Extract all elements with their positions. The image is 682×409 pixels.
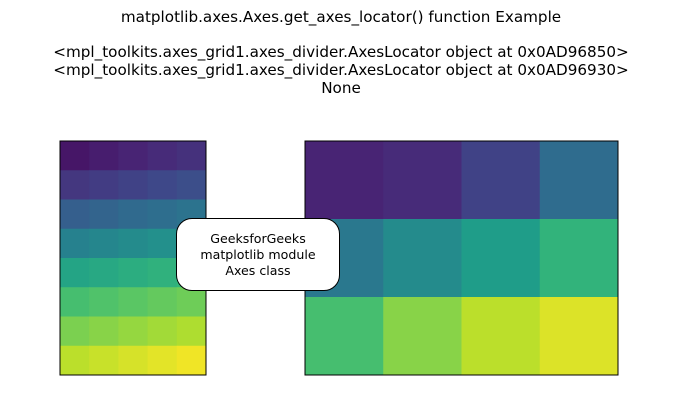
heatmap-left-cell-r4-c1 (89, 258, 119, 288)
title-line-1: matplotlib.axes.Axes.get_axes_locator() … (120, 8, 562, 26)
heatmap-left-cell-r7-c3 (147, 345, 178, 375)
heatmap-left-cell-r6-c2 (118, 316, 149, 347)
heatmap-left-cell-r2-c2 (118, 199, 149, 230)
heatmap-left-cell-r1-c0 (60, 170, 90, 201)
heatmap-left-cell-r3-c2 (118, 228, 149, 259)
heatmap-left-cell-r0-c4 (176, 141, 206, 171)
heatmap-left-cell-r6-c1 (89, 316, 119, 347)
heatmap-right-cell-r2-c1 (383, 297, 463, 375)
figure-title: matplotlib.axes.Axes.get_axes_locator() … (0, 8, 682, 97)
heatmap-left-cell-r7-c1 (89, 345, 119, 375)
heatmap-left-cell-r3-c3 (147, 228, 178, 259)
heatmap-left-cell-r2-c0 (60, 199, 90, 230)
heatmap-left-cell-r7-c4 (176, 345, 206, 375)
heatmap-left-cell-r4-c0 (60, 258, 90, 288)
heatmap-left-cell-r7-c2 (118, 345, 149, 375)
heatmap-right-cell-r2-c3 (539, 297, 618, 375)
heatmap-left-cell-r0-c1 (89, 141, 119, 171)
heatmap-right-cell-r1-c2 (461, 219, 541, 298)
heatmap-left-cell-r5-c2 (118, 287, 149, 318)
axes-left (59, 140, 207, 376)
heatmap-left-cell-r3-c0 (60, 228, 90, 259)
heatmap-right-cell-r2-c0 (305, 297, 384, 375)
heatmap-left-cell-r1-c1 (89, 170, 119, 201)
annotation-line-2: matplotlib module (200, 246, 316, 262)
heatmap-left-cell-r1-c2 (118, 170, 149, 201)
heatmap-left-cell-r6-c4 (176, 316, 206, 347)
heatmap-right-cell-r0-c1 (383, 141, 463, 220)
heatmap-left-cell-r5-c1 (89, 287, 119, 318)
annotation-line-3: Axes class (225, 262, 291, 278)
annotation-line-1: GeeksforGeeks (210, 230, 306, 246)
heatmap-right-cell-r1-c1 (383, 219, 463, 298)
heatmap-left-cell-r2-c1 (89, 199, 119, 230)
heatmap-left-cell-r2-c3 (147, 199, 178, 230)
title-line-4: None (321, 79, 361, 97)
heatmap-left-cell-r4-c2 (118, 258, 149, 288)
heatmap-left-cell-r0-c3 (147, 141, 178, 171)
heatmap-left-cell-r6-c0 (60, 316, 90, 347)
title-line-2: <mpl_toolkits.axes_grid1.axes_divider.Ax… (53, 43, 629, 61)
axes-right (304, 140, 619, 376)
title-line-3: <mpl_toolkits.axes_grid1.axes_divider.Ax… (53, 61, 629, 79)
heatmap-right-cell-r2-c2 (461, 297, 541, 375)
heatmap-left-cell-r1-c4 (176, 170, 206, 201)
heatmap-right-cell-r1-c3 (539, 219, 618, 298)
heatmap-right-cell-r0-c3 (539, 141, 618, 220)
heatmap-left-cell-r7-c0 (60, 345, 90, 375)
heatmap-left-cell-r5-c3 (147, 287, 178, 318)
heatmap-left-cell-r5-c0 (60, 287, 90, 318)
heatmap-left-cell-r0-c2 (118, 141, 149, 171)
heatmap-left-cell-r5-c4 (176, 287, 206, 318)
annotation-box: GeeksforGeeks matplotlib module Axes cla… (176, 218, 340, 291)
heatmap-left-cell-r3-c1 (89, 228, 119, 259)
heatmap-right-cell-r0-c0 (305, 141, 384, 220)
heatmap-left-cell-r6-c3 (147, 316, 178, 347)
heatmap-left-cell-r4-c3 (147, 258, 178, 288)
heatmap-right-cell-r0-c2 (461, 141, 541, 220)
heatmap-left-cell-r1-c3 (147, 170, 178, 201)
heatmap-left-cell-r0-c0 (60, 141, 90, 171)
